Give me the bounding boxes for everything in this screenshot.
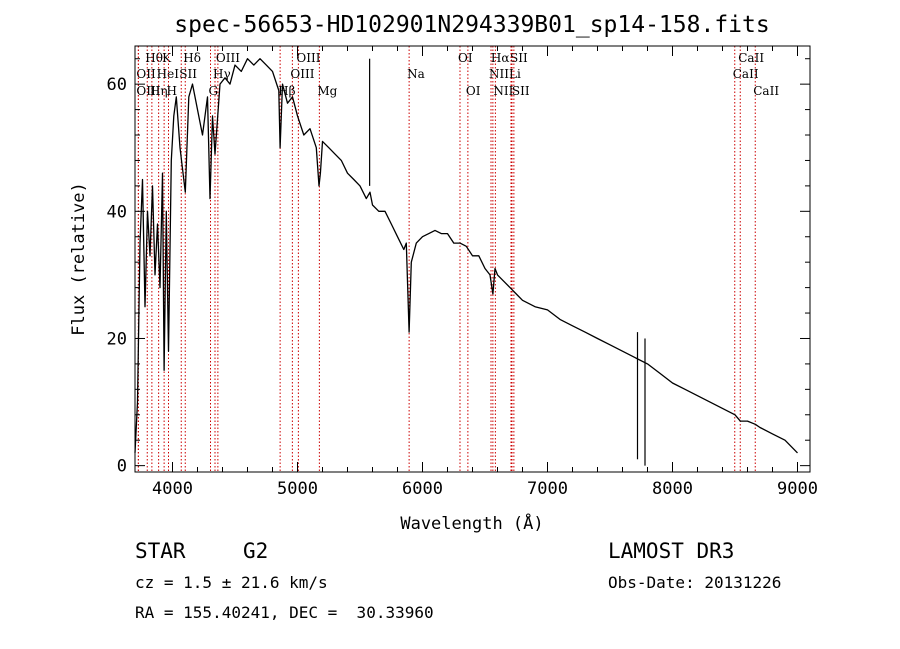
line-marker-label: Hη <box>150 84 168 98</box>
x-tick-label: 7000 <box>527 479 568 499</box>
y-axis-label: Flux (relative) <box>69 182 89 336</box>
y-tick-label: 0 <box>117 457 127 477</box>
line-marker-label: OIII <box>216 51 240 65</box>
line-marker-label: OIII <box>296 51 320 65</box>
line-marker-label: NII <box>493 84 513 98</box>
object-subclass: G2 <box>243 539 269 563</box>
line-marker-label: OI <box>458 51 473 65</box>
line-marker-label: SII <box>510 51 528 65</box>
line-marker-label: OIII <box>290 67 314 81</box>
line-marker-label: Hβ <box>278 84 295 98</box>
spectrum-series-line <box>134 58 798 454</box>
line-marker-label: OI <box>466 84 481 98</box>
spectrum-layer <box>134 58 798 466</box>
line-marker-label: Mg <box>317 84 337 98</box>
x-axis-label: Wavelength (Å) <box>400 512 543 534</box>
line-marker-label: H <box>167 84 177 98</box>
line-marker-label: OII <box>136 67 156 81</box>
line-marker-label: CaII <box>738 51 764 65</box>
x-tick-label: 4000 <box>152 479 193 499</box>
y-tick-label: 20 <box>107 329 127 349</box>
x-tick-label: 8000 <box>652 479 693 499</box>
line-marker-label: CaII <box>733 67 759 81</box>
line-marker-label: K <box>162 51 172 65</box>
line-marker-label: NII <box>489 67 509 81</box>
x-tick-label: 6000 <box>402 479 443 499</box>
observation-date: Obs-Date: 20131226 <box>608 573 782 592</box>
survey-name: LAMOST DR3 <box>608 539 735 563</box>
line-marker-label: G <box>209 84 219 98</box>
y-tick-label: 60 <box>107 75 127 95</box>
x-tick-label: 9000 <box>777 479 818 499</box>
chart-title: spec-56653-HD102901N294339B01_sp14-158.f… <box>174 12 769 38</box>
line-marker-label: Hα <box>491 51 510 65</box>
x-tick-layer: 4000 5000 6000 7000 8000 9000 <box>152 46 818 499</box>
line-marker-label: Na <box>407 67 425 81</box>
line-marker-label: Hδ <box>183 51 201 65</box>
y-tick-layer: 0 20 40 60 <box>107 58 810 477</box>
line-marker-label: HeI <box>157 67 180 81</box>
line-marker-label: Li <box>509 67 521 81</box>
line-marker-label: CaII <box>753 84 779 98</box>
line-marker-label: Hγ <box>213 67 231 81</box>
line-marker-label: SII <box>512 84 530 98</box>
line-marker-label: Hθ <box>145 51 163 65</box>
redshift-cz: cz = 1.5 ± 21.6 km/s <box>135 573 328 592</box>
object-class: STAR <box>135 539 186 563</box>
x-tick-label: 5000 <box>277 479 318 499</box>
line-marker-label: OIII <box>136 84 160 98</box>
plot-frame <box>134 45 811 473</box>
ra-dec-coordinates: RA = 155.40241, DEC = 30.33960 <box>135 603 434 622</box>
y-tick-label: 40 <box>107 202 127 222</box>
line-marker-label: SII <box>179 67 197 81</box>
